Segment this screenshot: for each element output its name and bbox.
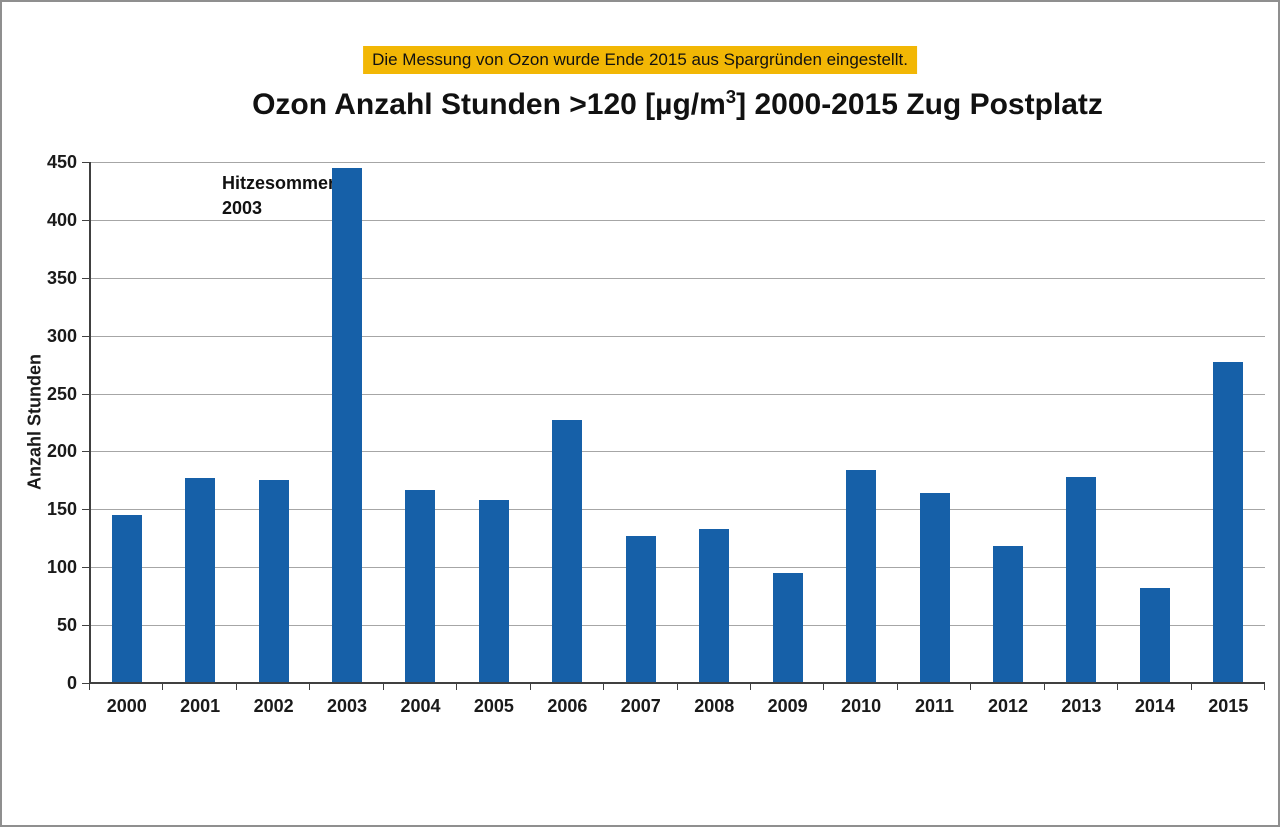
x-tick-1 <box>162 683 164 690</box>
x-tick-13 <box>1043 683 1045 690</box>
x-tick-0 <box>89 683 90 690</box>
y-tick-250 <box>82 393 89 395</box>
x-tick-label-2002: 2002 <box>253 696 294 716</box>
y-tick-350 <box>82 277 89 279</box>
x-tick-15 <box>1190 683 1192 690</box>
chart-title-superscript: 3 <box>725 86 737 107</box>
y-tick-150 <box>82 509 89 511</box>
gridline-450 <box>90 162 1265 163</box>
x-tick-6 <box>529 683 531 690</box>
bar-2004 <box>405 489 436 683</box>
x-tick-8 <box>676 683 678 690</box>
y-tick-label-300: 300 <box>46 325 77 346</box>
x-tick-16 <box>1264 683 1265 690</box>
bar-2013 <box>1066 476 1097 683</box>
gridline-300 <box>90 335 1265 337</box>
bar-2010 <box>846 469 877 683</box>
bar-2005 <box>478 500 509 683</box>
y-tick-450 <box>82 162 89 163</box>
bar-2006 <box>552 420 583 683</box>
x-tick-label-2014: 2014 <box>1134 696 1175 716</box>
x-tick-label-2004: 2004 <box>400 696 441 716</box>
annotation-line1: Hitzesommer <box>222 173 336 193</box>
y-tick-label-350: 350 <box>46 267 77 288</box>
x-tick-4 <box>382 683 384 690</box>
x-tick-label-2012: 2012 <box>987 696 1028 716</box>
x-tick-label-2015: 2015 <box>1208 696 1249 716</box>
x-tick-7 <box>603 683 605 690</box>
bar-2014 <box>1139 588 1170 683</box>
y-axis-line <box>89 162 91 683</box>
y-tick-label-100: 100 <box>46 557 77 578</box>
y-tick-0 <box>82 683 89 684</box>
bar-2008 <box>699 529 730 683</box>
gridline-200 <box>90 451 1265 453</box>
y-tick-50 <box>82 625 89 627</box>
y-tick-label-200: 200 <box>46 441 77 462</box>
x-tick-label-2009: 2009 <box>767 696 808 716</box>
gridline-50 <box>90 625 1265 627</box>
y-tick-200 <box>82 451 89 453</box>
gridline-400 <box>90 219 1265 221</box>
bar-2007 <box>625 535 656 683</box>
annotation-line2: 2003 <box>222 198 263 218</box>
chart-title: Ozon Anzahl Stunden >120 [µg/m3] 2000-20… <box>90 86 1265 122</box>
x-tick-9 <box>749 683 751 690</box>
x-tick-label-2006: 2006 <box>547 696 588 716</box>
y-tick-label-150: 150 <box>46 499 77 520</box>
y-tick-label-50: 50 <box>56 615 77 636</box>
x-tick-2 <box>235 683 237 690</box>
x-tick-label-2011: 2011 <box>915 696 955 716</box>
plot-area: Hitzesommer 2003 <box>90 162 1265 683</box>
bar-2001 <box>185 478 216 683</box>
x-tick-12 <box>970 683 972 690</box>
x-tick-label-2001: 2001 <box>180 696 221 716</box>
bar-2015 <box>1213 362 1244 683</box>
x-tick-label-2003: 2003 <box>327 696 368 716</box>
y-tick-label-250: 250 <box>46 383 77 404</box>
measurement-discontinued-note: Die Messung von Ozon wurde Ende 2015 aus… <box>363 46 917 74</box>
y-tick-label-0: 0 <box>66 673 77 693</box>
y-axis-title: Anzahl Stunden <box>24 354 45 490</box>
annotation-hitzesommer-2003: Hitzesommer 2003 <box>222 171 335 221</box>
gridline-350 <box>90 277 1265 279</box>
x-tick-label-2010: 2010 <box>841 696 882 716</box>
y-tick-label-450: 450 <box>46 152 77 172</box>
chart-title-prefix: Ozon Anzahl Stunden >120 [µg/m <box>252 88 726 121</box>
bar-2009 <box>772 573 803 683</box>
bar-2011 <box>919 493 950 683</box>
x-tick-5 <box>456 683 458 690</box>
gridline-100 <box>90 567 1265 569</box>
y-tick-400 <box>82 219 89 221</box>
bar-2002 <box>258 480 289 683</box>
x-tick-label-2005: 2005 <box>473 696 514 716</box>
bar-2000 <box>111 515 142 683</box>
gridline-150 <box>90 509 1265 511</box>
x-tick-label-2013: 2013 <box>1061 696 1102 716</box>
y-tick-100 <box>82 567 89 569</box>
gridline-250 <box>90 393 1265 395</box>
x-tick-11 <box>896 683 898 690</box>
x-tick-label-2000: 2000 <box>106 696 147 716</box>
x-tick-3 <box>309 683 311 690</box>
bar-2012 <box>992 546 1023 683</box>
y-tick-300 <box>82 335 89 337</box>
bar-2003 <box>332 167 363 683</box>
y-tick-label-400: 400 <box>46 209 77 230</box>
x-tick-label-2007: 2007 <box>620 696 661 716</box>
chart-title-suffix: ] 2000-2015 Zug Postplatz <box>736 88 1103 121</box>
x-tick-14 <box>1117 683 1119 690</box>
x-tick-10 <box>823 683 825 690</box>
x-tick-label-2008: 2008 <box>694 696 735 716</box>
